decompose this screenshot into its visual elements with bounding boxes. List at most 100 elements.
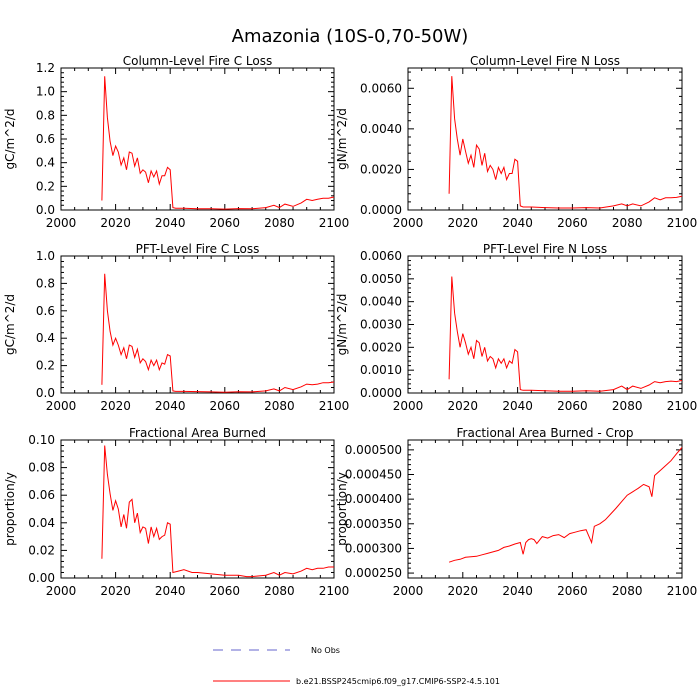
y-tick-label: 0.0020	[360, 340, 402, 354]
y-tick-label: 0.08	[28, 461, 55, 475]
x-tick-label: 2060	[557, 399, 588, 413]
y-axis-label: gC/m^2/d	[3, 294, 17, 355]
panel-title: Fractional Area Burned	[129, 426, 266, 440]
panel-grid: Column-Level Fire C Loss 2000 2020 2040 2060…	[3, 54, 697, 598]
x-tick-label: 2040	[502, 399, 533, 413]
x-tick-label: 2060	[557, 216, 588, 230]
panel-title: Column-Level Fire N Loss	[470, 54, 620, 68]
x-tick-label: 2000	[393, 216, 424, 230]
y-tick-label: 0.0060	[360, 249, 402, 263]
chart-panel-6: Fractional Area Burned - Crop 2000 2020 204…	[335, 426, 697, 598]
x-tick-label: 2100	[667, 399, 698, 413]
y-tick-label: 0.00	[28, 571, 55, 585]
y-tick-label: 0.000400	[345, 492, 402, 506]
y-tick-label: 0.0040	[360, 122, 402, 136]
y-axis-label: gC/m^2/d	[3, 108, 17, 169]
y-tick-label: 0.8	[36, 276, 55, 290]
x-tick-label: 2000	[393, 584, 424, 598]
x-tick-label: 2040	[502, 584, 533, 598]
y-tick-label: 0.10	[28, 433, 55, 447]
y-tick-label: 0.8	[36, 108, 55, 122]
panel-title: Column-Level Fire C Loss	[123, 54, 273, 68]
x-tick-label: 2020	[448, 584, 479, 598]
x-tick-label: 2020	[100, 399, 131, 413]
x-tick-label: 2060	[210, 216, 241, 230]
y-tick-label: 0.000350	[345, 517, 402, 531]
x-tick-label: 2080	[264, 584, 295, 598]
y-tick-label: 0.0040	[360, 295, 402, 309]
x-tick-label: 2080	[264, 399, 295, 413]
y-tick-label: 0.0010	[360, 363, 402, 377]
x-tick-label: 2000	[46, 216, 77, 230]
series-line	[101, 76, 335, 210]
y-tick-label: 1.0	[36, 85, 55, 99]
y-tick-label: 0.0030	[360, 318, 402, 332]
series-line	[448, 447, 683, 563]
series-line	[101, 273, 335, 393]
x-tick-label: 2100	[319, 216, 350, 230]
y-tick-label: 0.6	[36, 132, 55, 146]
x-tick-label: 2040	[155, 216, 186, 230]
panel-title: Fractional Area Burned - Crop	[457, 426, 634, 440]
x-tick-label: 2040	[155, 399, 186, 413]
x-tick-label: 2080	[612, 584, 643, 598]
y-axis-label: gN/m^2/d	[335, 108, 349, 170]
x-tick-label: 2100	[319, 584, 350, 598]
y-tick-label: 0.2	[36, 359, 55, 373]
y-tick-label: 0.0	[36, 203, 55, 217]
y-axis-label: proportion/y	[335, 472, 349, 546]
y-tick-label: 0.000450	[345, 468, 402, 482]
y-tick-label: 0.000500	[345, 443, 402, 457]
series-line	[448, 76, 683, 209]
legend: No Obs b.e21.BSSP245cmip6.f09_g17.CMIP6-…	[213, 646, 500, 686]
y-tick-label: 0.0060	[360, 81, 402, 95]
y-tick-label: 0.6	[36, 304, 55, 318]
x-tick-label: 2060	[557, 584, 588, 598]
chart-panel-3: PFT-Level Fire C Loss 2000 2020 2040 2060 208…	[3, 242, 349, 413]
chart-panel-5: Fractional Area Burned 2000 2020 2040 2060 20…	[3, 426, 349, 598]
y-tick-label: 0.06	[28, 488, 55, 502]
y-axis-label: proportion/y	[3, 472, 17, 546]
y-tick-label: 0.0020	[360, 162, 402, 176]
y-tick-label: 0.4	[36, 331, 55, 345]
x-tick-label: 2040	[502, 216, 533, 230]
y-tick-label: 0.0000	[360, 203, 402, 217]
x-tick-label: 2080	[612, 399, 643, 413]
y-tick-label: 0.000300	[345, 541, 402, 555]
x-tick-label: 2000	[393, 399, 424, 413]
chart-panel-2: Column-Level Fire N Loss 2000 2020 2040 2060…	[335, 54, 697, 230]
x-tick-label: 2100	[667, 584, 698, 598]
y-tick-label: 0.02	[28, 543, 55, 557]
chart-panel-1: Column-Level Fire C Loss 2000 2020 2040 2060…	[3, 54, 349, 230]
legend-model-label: b.e21.BSSP245cmip6.f09_g17.CMIP6-SSP2-4.…	[296, 677, 500, 686]
x-tick-label: 2020	[100, 216, 131, 230]
series-line	[101, 445, 334, 578]
y-tick-label: 1.2	[36, 61, 55, 75]
y-tick-label: 0.000250	[345, 566, 402, 580]
y-axis-label: gN/m^2/d	[335, 294, 349, 356]
x-tick-label: 2000	[46, 399, 77, 413]
figure-title: Amazonia (10S-0,70-50W)	[232, 26, 469, 47]
x-tick-label: 2040	[155, 584, 186, 598]
x-tick-label: 2020	[100, 584, 131, 598]
x-tick-label: 2080	[264, 216, 295, 230]
x-tick-label: 2100	[667, 216, 698, 230]
chart-panel-4: PFT-Level Fire N Loss 2000 2020 2040 2060 208…	[335, 242, 697, 413]
x-tick-label: 2000	[46, 584, 77, 598]
y-tick-label: 0.0	[36, 386, 55, 400]
y-tick-label: 0.0000	[360, 386, 402, 400]
x-tick-label: 2020	[448, 216, 479, 230]
x-tick-label: 2100	[319, 399, 350, 413]
x-tick-label: 2060	[210, 584, 241, 598]
y-tick-label: 0.2	[36, 179, 55, 193]
y-tick-label: 0.0050	[360, 272, 402, 286]
series-line	[448, 276, 683, 392]
y-tick-label: 0.04	[28, 516, 55, 530]
x-tick-label: 2060	[210, 399, 241, 413]
y-tick-label: 1.0	[36, 249, 55, 263]
panel-title: PFT-Level Fire N Loss	[483, 242, 607, 256]
panel-title: PFT-Level Fire C Loss	[136, 242, 260, 256]
x-tick-label: 2020	[448, 399, 479, 413]
legend-obs-label: No Obs	[311, 646, 340, 655]
